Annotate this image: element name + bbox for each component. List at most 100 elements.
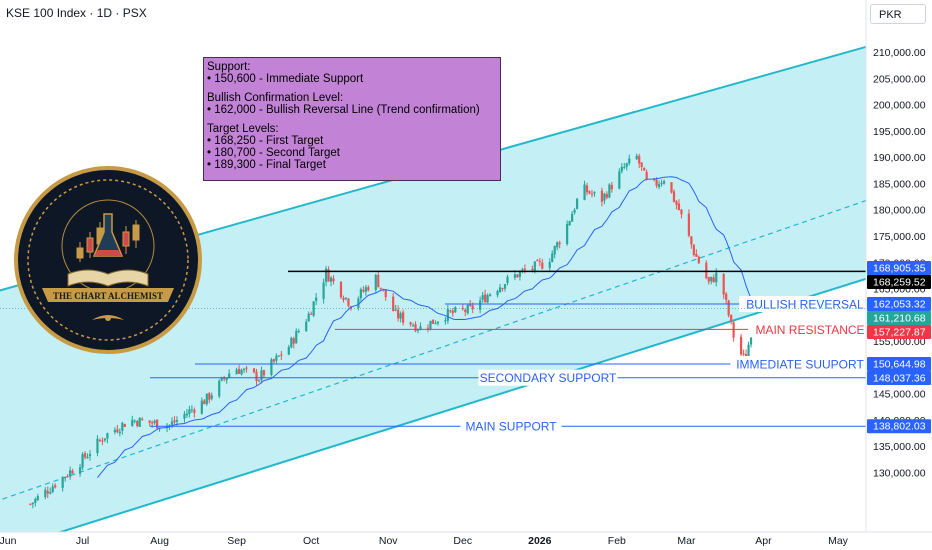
- candle-body: [223, 377, 226, 380]
- candle-body: [531, 268, 534, 270]
- candle-body: [203, 400, 206, 405]
- candle-body: [657, 184, 661, 188]
- candle-body: [148, 420, 151, 423]
- candle-body: [727, 300, 730, 316]
- candle-body: [469, 303, 472, 306]
- candle-body: [136, 421, 139, 426]
- candle-body: [558, 242, 561, 245]
- candle-body: [83, 453, 87, 458]
- candle-body: [101, 440, 104, 442]
- price-label-badge: [867, 275, 931, 290]
- candle-body: [64, 477, 67, 479]
- candle-body: [170, 421, 174, 425]
- price-label-text: 138,802.03: [873, 421, 926, 433]
- candle-body: [329, 277, 333, 282]
- candle-body: [322, 282, 325, 299]
- candle-body: [287, 346, 290, 355]
- candle-body: [506, 276, 509, 284]
- candle-body: [603, 193, 606, 201]
- candle-body: [588, 191, 591, 194]
- candle-body: [255, 371, 258, 382]
- x-tick-label: Aug: [150, 535, 169, 547]
- candle-body: [670, 182, 673, 193]
- candle-body: [411, 325, 415, 327]
- note-line: Bullish Confirmation Level:: [207, 92, 344, 104]
- y-tick-label: 155,000.00: [873, 336, 926, 348]
- level-label: BULLISH REVERSAL: [746, 298, 864, 312]
- candle-body: [680, 209, 683, 215]
- candle-body: [623, 166, 626, 168]
- candle-body: [78, 467, 82, 474]
- candle-body: [645, 171, 648, 179]
- candle-body: [618, 171, 621, 189]
- candle-body: [625, 163, 628, 167]
- candle-body: [362, 289, 365, 292]
- candle-body: [51, 486, 54, 492]
- candle-body: [88, 454, 92, 457]
- candle-body: [96, 438, 99, 454]
- candle-body: [662, 181, 666, 184]
- candle-body: [131, 419, 134, 427]
- candle-body: [640, 162, 643, 168]
- candle-body: [431, 319, 435, 324]
- x-tick-label: Dec: [453, 535, 472, 547]
- candle-body: [54, 485, 57, 488]
- candle-body: [218, 380, 221, 397]
- x-tick-label: Feb: [608, 535, 626, 547]
- candle-body: [451, 310, 454, 314]
- candle-body: [292, 338, 295, 344]
- candle-body: [523, 268, 526, 270]
- y-tick-label: 190,000.00: [873, 152, 926, 164]
- candle-body: [593, 191, 596, 194]
- candle-body: [585, 185, 589, 193]
- candle-body: [220, 377, 223, 381]
- candle-body: [610, 185, 613, 190]
- candle-body: [566, 224, 569, 245]
- candle-body: [677, 203, 681, 210]
- candle-body: [98, 439, 102, 441]
- candle-body: [332, 278, 335, 282]
- candle-body: [151, 422, 154, 424]
- candle-body: [86, 456, 89, 459]
- level-label: SECONDARY SUPPORT: [480, 371, 617, 385]
- candle-body: [446, 309, 449, 321]
- candle-body: [116, 429, 119, 433]
- analysis-note: Support: • 150,600 - Immediate Support B…: [203, 57, 501, 181]
- candle-body: [374, 274, 377, 290]
- candle-body: [175, 419, 179, 422]
- candle-body: [46, 490, 49, 494]
- candle-body: [454, 307, 457, 313]
- candle-body: [210, 395, 213, 399]
- y-tick-label: 180,000.00: [873, 205, 926, 217]
- candle-body: [307, 313, 310, 322]
- candle-body: [707, 277, 710, 282]
- candle-body: [103, 438, 107, 441]
- candle-body: [722, 273, 725, 295]
- candle-body: [705, 262, 708, 279]
- candle-body: [290, 337, 293, 348]
- candle-body: [327, 269, 330, 282]
- candle-body: [503, 284, 507, 289]
- y-tick-label: 210,000.00: [873, 47, 926, 59]
- price-label-text: 161,210.68: [873, 313, 926, 325]
- candle-body: [81, 454, 84, 468]
- candle-body: [168, 424, 171, 426]
- time-axis-bg: [0, 532, 932, 550]
- candle-body: [660, 182, 663, 185]
- candle-body: [357, 298, 360, 308]
- candle-body: [434, 323, 437, 325]
- candle-body: [272, 359, 275, 362]
- level-label: MAIN RESISTANCE: [755, 323, 864, 337]
- candle-body: [426, 327, 430, 329]
- candle-body: [575, 198, 579, 209]
- chart-alchemist-logo: THE CHART ALCHEMIST: [14, 166, 202, 354]
- candle-body: [61, 476, 64, 488]
- candle-body: [347, 298, 350, 306]
- note-line: • 180,700 - Second Target: [207, 147, 340, 159]
- candle-body: [34, 498, 37, 503]
- candle-body: [501, 288, 504, 290]
- level-label-bg: [730, 355, 866, 372]
- currency-selector[interactable]: PKR: [870, 4, 926, 24]
- x-tick-label: 2026: [528, 535, 552, 547]
- price-label-badge: [867, 311, 931, 326]
